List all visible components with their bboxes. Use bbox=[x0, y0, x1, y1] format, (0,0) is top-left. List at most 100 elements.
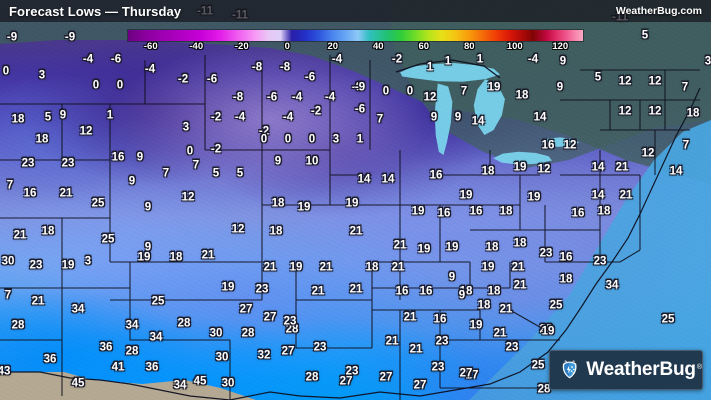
temperature-label: 0 bbox=[116, 79, 124, 92]
header-banner: Forecast Lows — Thursday WeatherBug.com bbox=[0, 0, 711, 22]
temperature-label: 34 bbox=[149, 331, 163, 344]
temperature-label: 28 bbox=[241, 327, 255, 340]
temperature-label: 21 bbox=[615, 161, 629, 174]
temperature-label: 9 bbox=[454, 111, 462, 124]
temperature-label: 5 bbox=[212, 167, 220, 180]
temperature-label: 21 bbox=[493, 327, 507, 340]
temperature-label: 1 bbox=[356, 133, 364, 146]
temperature-label: 12 bbox=[537, 163, 551, 176]
temperature-label: 0 bbox=[92, 79, 100, 92]
temperature-label: 19 bbox=[527, 191, 541, 204]
temperature-label: 23 bbox=[29, 259, 43, 272]
temperature-label: -4 bbox=[527, 53, 539, 66]
temperature-label: 1 bbox=[444, 55, 452, 68]
temperature-label: -6 bbox=[304, 71, 316, 84]
temperature-label: 19 bbox=[297, 201, 311, 214]
temperature-label: 12 bbox=[231, 223, 245, 236]
temperature-label: 9 bbox=[144, 241, 152, 254]
temperature-label: 21 bbox=[511, 261, 525, 274]
temperature-label: 3 bbox=[84, 255, 92, 268]
temperature-label: 18 bbox=[11, 113, 25, 126]
color-scale-legend: -60 -40 -20 0 20 40 60 80 100 120 bbox=[128, 22, 583, 52]
scale-tick-label: -40 bbox=[189, 41, 204, 52]
temperature-label: 34 bbox=[71, 303, 85, 316]
temperature-label: 1 bbox=[426, 61, 434, 74]
temperature-label: -6 bbox=[266, 91, 278, 104]
temperature-label: 19 bbox=[345, 197, 359, 210]
temperature-label: 18 bbox=[271, 197, 285, 210]
temperature-label: 25 bbox=[101, 233, 115, 246]
temperature-label: -2 bbox=[310, 105, 322, 118]
temperature-label: 16 bbox=[429, 169, 443, 182]
weatherbug-logo[interactable]: WeatherBug® bbox=[549, 350, 703, 390]
temperature-label: 16 bbox=[23, 187, 37, 200]
temperature-label: 27 bbox=[413, 379, 427, 392]
temperature-label: 7 bbox=[376, 113, 384, 126]
temperature-label: 21 bbox=[59, 187, 73, 200]
temperature-label: 16 bbox=[469, 205, 483, 218]
temperature-label: 23 bbox=[21, 157, 35, 170]
temperature-label: 28 bbox=[125, 345, 139, 358]
temperature-label: 14 bbox=[591, 189, 605, 202]
temperature-label: -9 bbox=[64, 31, 76, 44]
temperature-label: 28 bbox=[177, 317, 191, 330]
temperature-label: 7 bbox=[162, 167, 170, 180]
temperature-label: 21 bbox=[349, 283, 363, 296]
temperature-label: 19 bbox=[469, 319, 483, 332]
temperature-label: 9 bbox=[59, 109, 67, 122]
scale-tick-label: 20 bbox=[327, 41, 339, 52]
temperature-label: 19 bbox=[61, 259, 75, 272]
temperature-label: 27 bbox=[281, 345, 295, 358]
temperature-label: 21 bbox=[499, 303, 513, 316]
temperature-label: 0 bbox=[186, 145, 194, 158]
temperature-label: 1 bbox=[106, 109, 114, 122]
temperature-label: -4 bbox=[82, 53, 94, 66]
temperature-label: 27 bbox=[459, 367, 473, 380]
logo-registered-mark: ® bbox=[696, 363, 702, 371]
temperature-label: 21 bbox=[13, 229, 27, 242]
temperature-label: 9 bbox=[128, 175, 136, 188]
temperature-label: 25 bbox=[151, 295, 165, 308]
temperature-label: 10 bbox=[305, 155, 319, 168]
temperature-label: 12 bbox=[423, 91, 437, 104]
ladybug-shield-icon bbox=[562, 360, 577, 379]
scale-tick-label: 0 bbox=[284, 41, 290, 52]
temperature-label: 30 bbox=[1, 255, 15, 268]
temperature-label: 23 bbox=[255, 283, 269, 296]
temperature-label: 19 bbox=[445, 241, 459, 254]
temperature-label: 27 bbox=[379, 371, 393, 384]
temperature-label: 18 bbox=[485, 241, 499, 254]
temperature-label: 18 bbox=[559, 273, 573, 286]
temperature-label: 18 bbox=[35, 133, 49, 146]
temperature-label: 5 bbox=[594, 71, 602, 84]
temperature-label: 28 bbox=[305, 371, 319, 384]
temperature-label: 36 bbox=[99, 341, 113, 354]
temperature-label: 3 bbox=[38, 69, 46, 82]
temperature-label: 23 bbox=[313, 341, 327, 354]
temperature-label: 16 bbox=[111, 151, 125, 164]
temperature-label: -6 bbox=[206, 73, 218, 86]
temperature-label: 34 bbox=[173, 379, 187, 392]
temperature-label: 19 bbox=[221, 281, 235, 294]
temperature-label: 18 bbox=[481, 165, 495, 178]
temperature-label: 9 bbox=[136, 151, 144, 164]
temperature-label: 0 bbox=[308, 133, 316, 146]
temperature-label: 18 bbox=[459, 285, 473, 298]
temperature-label: 14 bbox=[669, 165, 683, 178]
temperature-label: 21 bbox=[263, 261, 277, 274]
temperature-label: 19 bbox=[513, 161, 527, 174]
temperature-label: 12 bbox=[648, 105, 662, 118]
temperature-label: 5 bbox=[641, 29, 649, 42]
temperature-label: 23 bbox=[431, 361, 445, 374]
temperature-label: 12 bbox=[618, 75, 632, 88]
temperature-label: 21 bbox=[385, 335, 399, 348]
temperature-label: -2 bbox=[258, 125, 270, 138]
temperature-label: -4 bbox=[234, 111, 246, 124]
temperature-label: 9 bbox=[144, 201, 152, 214]
temperature-label: 12 bbox=[563, 139, 577, 152]
temperature-label: 14 bbox=[471, 115, 485, 128]
scale-tick-label: 120 bbox=[552, 41, 569, 52]
temperature-label: 19 bbox=[137, 251, 151, 264]
